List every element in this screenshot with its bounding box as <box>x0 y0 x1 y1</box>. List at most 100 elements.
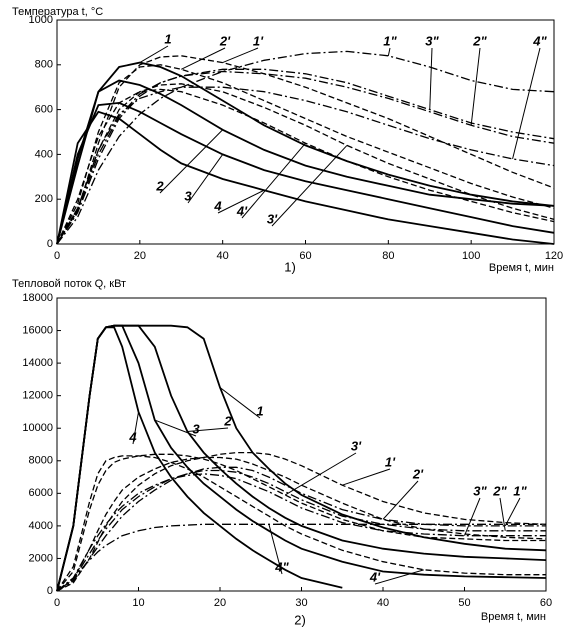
x-tick-label: 40 <box>217 250 229 262</box>
leader <box>159 129 224 194</box>
curve-label: 2" <box>492 483 507 498</box>
curve-label: 3' <box>351 438 362 453</box>
curve-label: 4" <box>274 559 289 574</box>
y-tick-label: 0 <box>47 238 53 250</box>
chart-title: Тепловой поток Q, кВт <box>12 278 126 290</box>
caption: 2) <box>294 612 306 627</box>
x-tick-label: 30 <box>295 597 307 609</box>
y-tick-label: 2000 <box>29 552 53 564</box>
curve <box>56 456 547 592</box>
y-tick-label: 18000 <box>22 292 53 304</box>
leader <box>387 47 391 56</box>
y-tick-label: 400 <box>35 148 53 160</box>
leader <box>374 569 424 585</box>
curve <box>56 453 546 592</box>
curve-label: 3" <box>473 483 487 498</box>
curve <box>56 64 555 245</box>
curve <box>56 70 555 245</box>
curve-label: 1 <box>164 31 171 46</box>
curve-label: 2' <box>219 33 231 48</box>
leader <box>284 452 357 496</box>
leader <box>219 387 261 419</box>
leader <box>470 47 481 126</box>
curve <box>56 88 555 245</box>
curve-label: 2 <box>155 178 164 193</box>
x-tick-label: 40 <box>377 597 389 609</box>
leader <box>217 189 265 214</box>
x-tick-label: 0 <box>54 250 60 262</box>
curve <box>56 61 555 245</box>
leader <box>154 419 197 437</box>
x-tick-label: 100 <box>462 250 480 262</box>
curve <box>56 101 555 245</box>
curve-label: 4" <box>532 33 547 48</box>
x-tick-label: 50 <box>458 597 470 609</box>
leader <box>139 45 169 63</box>
y-tick-label: 12000 <box>22 390 53 402</box>
curve <box>56 455 546 592</box>
curve <box>56 469 546 592</box>
curve <box>56 110 555 245</box>
y-tick-label: 14000 <box>22 357 53 369</box>
curve-label: 3 <box>184 188 192 203</box>
x-tick-label: 120 <box>545 250 563 262</box>
y-tick-label: 0 <box>47 585 53 597</box>
curve <box>56 68 555 245</box>
y-tick-label: 10000 <box>22 422 53 434</box>
y-tick-label: 8000 <box>29 455 53 467</box>
curve <box>56 523 546 592</box>
y-tick-label: 200 <box>35 193 53 205</box>
curve-label: 4' <box>236 203 248 218</box>
leader <box>382 480 419 520</box>
x-tick-label: 20 <box>214 597 226 609</box>
y-tick-label: 1000 <box>29 14 53 26</box>
curve <box>56 451 547 592</box>
curve-label: 2' <box>412 466 424 481</box>
leader <box>241 142 306 219</box>
x-tick-label: 80 <box>382 250 394 262</box>
x-tick-label: 20 <box>134 250 146 262</box>
curve-label: 4' <box>369 569 381 584</box>
curve <box>56 86 555 245</box>
y-tick-label: 600 <box>35 104 53 116</box>
caption: 1) <box>284 259 296 274</box>
curve-label: 4 <box>128 429 137 444</box>
leader <box>132 411 139 445</box>
curve <box>56 79 555 245</box>
y-tick-label: 4000 <box>29 520 53 532</box>
y-tick-label: 800 <box>35 59 53 71</box>
curve-label: 1' <box>385 454 396 469</box>
leader <box>512 47 541 160</box>
leader <box>181 47 226 70</box>
curve <box>56 55 555 245</box>
leader <box>342 468 391 486</box>
curve <box>56 473 546 592</box>
y-tick-label: 16000 <box>22 324 53 336</box>
curve <box>56 83 555 245</box>
leader <box>187 427 229 432</box>
x-tick-label: 0 <box>54 597 60 609</box>
y-tick-label: 6000 <box>29 487 53 499</box>
curve <box>56 326 343 592</box>
curve-label: 2 <box>223 413 232 428</box>
curve-label: 2" <box>472 33 487 48</box>
leader <box>187 154 224 204</box>
curve <box>56 324 547 592</box>
leader <box>464 497 481 536</box>
x-tick-label: 60 <box>299 250 311 262</box>
curve-label: 1' <box>253 33 264 48</box>
plot-frame <box>56 297 547 592</box>
curve-label: 3" <box>425 33 439 48</box>
chart-title: Температура t, °C <box>12 6 103 18</box>
x-tick-label: 10 <box>132 597 144 609</box>
leader <box>429 47 433 110</box>
curve-label: 3' <box>267 211 278 226</box>
leader <box>222 47 259 64</box>
curve-label: 1" <box>383 33 397 48</box>
curve <box>56 50 555 245</box>
curve-label: 1 <box>256 403 263 418</box>
leader <box>268 524 283 575</box>
curve-label: 3 <box>192 421 200 436</box>
curve <box>56 466 546 592</box>
